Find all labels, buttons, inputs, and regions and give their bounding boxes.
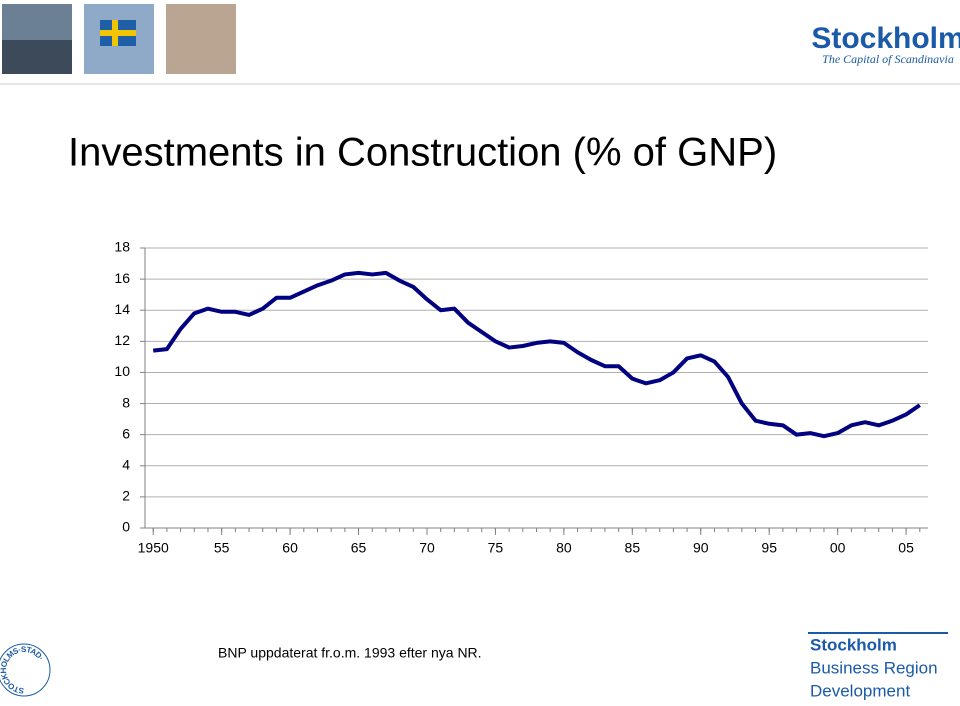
region-logo: Development — [810, 681, 910, 700]
x-tick-label: 70 — [419, 540, 435, 556]
city-tagline: The Capital of Scandinavia — [822, 52, 954, 66]
chart-title: Investments in Construction (% of GNP) — [68, 131, 777, 175]
region-logo: Stockholm — [810, 635, 897, 654]
y-tick-label: 4 — [122, 456, 130, 472]
x-tick-label: 1950 — [138, 540, 169, 556]
x-tick-label: 75 — [488, 540, 504, 556]
y-tick-label: 2 — [122, 488, 130, 504]
y-tick-label: 6 — [122, 425, 130, 441]
data-line — [152, 270, 921, 439]
seal — [0, 643, 51, 697]
region-logo: Business Region — [810, 658, 938, 677]
plot: 0 2 4 6 8 10 12 14 16 18 1950 55 60 65 70 75 80 85 90 95 00 0… — [114, 239, 928, 556]
footnote: BNP uppdaterat fr.o.m. 1993 efter nya NR… — [218, 645, 482, 661]
x-tick-label: 60 — [282, 540, 298, 556]
x-tick-label: 80 — [556, 540, 572, 556]
seal-text: STOCKHOLMS·STAD· — [0, 645, 45, 695]
x-tick-label: 05 — [898, 540, 914, 556]
x-tick-label: 85 — [625, 540, 641, 556]
photo — [166, 4, 236, 74]
y-tick-label: 8 — [122, 394, 130, 410]
y-tick-label: 12 — [114, 332, 130, 348]
x-tick-label: 90 — [693, 540, 709, 556]
y-tick-label: 0 — [122, 519, 130, 535]
y-tick-label: 16 — [114, 270, 130, 286]
y-tick-label: 10 — [114, 363, 130, 379]
seal-text: STOCKHOLMS·STAD· — [0, 645, 45, 695]
flag — [112, 20, 118, 46]
x-tick-label: 95 — [761, 540, 777, 556]
x-tick-label: 55 — [214, 540, 230, 556]
y-tick-label: 14 — [114, 301, 130, 317]
x-tick-label: 65 — [351, 540, 367, 556]
x-tick-label: 00 — [830, 540, 846, 556]
y-tick-label: 18 — [114, 239, 130, 255]
city-logo: Stockholm — [811, 22, 960, 55]
photo — [2, 40, 72, 74]
